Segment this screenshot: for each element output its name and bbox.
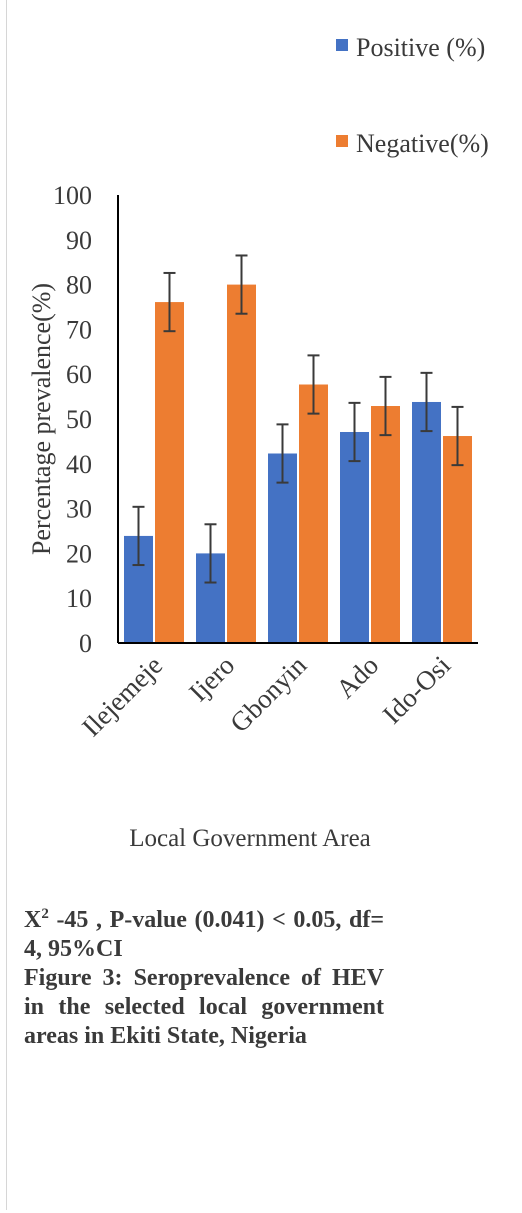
- x-tick-label: Ilejemeje: [76, 650, 168, 742]
- x-tick-label: Ijero: [183, 650, 240, 707]
- bar-negative-ilejemeje: [155, 302, 184, 643]
- bar-negative-ido-osi: [443, 436, 472, 643]
- figure-frame: [6, 0, 519, 1210]
- stat-text: -45 , P-value (0.041) < 0.05, df= 4, 95%…: [24, 907, 384, 962]
- bar-positive-ido-osi: [412, 401, 441, 643]
- stat-superscript: 2: [41, 906, 49, 922]
- bar-negative-gbonyin: [299, 384, 328, 643]
- legend-item-negative: Negative(%): [336, 126, 522, 162]
- x-tick-label: Gbonyin: [224, 650, 312, 738]
- legend-swatch-positive: [336, 39, 348, 51]
- x-axis-title: Local Government Area: [129, 825, 371, 852]
- y-axis-title: Percentage prevalence(%): [27, 283, 56, 555]
- y-tick-label: 100: [53, 181, 92, 210]
- legend-swatch-negative: [336, 135, 348, 147]
- y-tick-label: 80: [66, 271, 92, 300]
- figure-caption: X2 -45 , P-value (0.041) < 0.05, df= 4, …: [24, 900, 384, 1051]
- statistics-line: X2 -45 , P-value (0.041) < 0.05, df= 4, …: [24, 900, 384, 964]
- legend-label-positive: Positive (%): [356, 33, 486, 62]
- y-tick-label: 0: [79, 629, 92, 658]
- bar-negative-ado: [371, 406, 400, 643]
- y-tick-label: 70: [66, 315, 92, 344]
- bar-positive-gbonyin: [268, 453, 297, 643]
- x-tick-label: Ido-Osi: [377, 650, 457, 730]
- bar-chart: 0 10 20 30 40 50 60 70 80 90 100 Percentage prevale…: [27, 181, 478, 742]
- stat-prefix: X: [24, 907, 42, 933]
- bar-negative-ijero: [227, 284, 256, 643]
- bar-positive-ado: [340, 431, 369, 643]
- figure-title: Figure 3: Seroprevalence of HEV in the s…: [24, 965, 384, 1049]
- y-tick-label: 20: [66, 539, 92, 568]
- y-tick-label: 30: [66, 495, 92, 524]
- x-tick-label: Ado: [330, 650, 384, 704]
- y-tick-label: 90: [66, 226, 92, 255]
- y-tick-label: 50: [66, 405, 92, 434]
- y-tick-label: 10: [66, 584, 92, 613]
- legend-label-negative: Negative(%): [356, 129, 489, 158]
- y-tick-label: 60: [66, 360, 92, 389]
- legend-item-positive: Positive (%): [336, 30, 522, 66]
- y-tick-label: 40: [66, 450, 92, 479]
